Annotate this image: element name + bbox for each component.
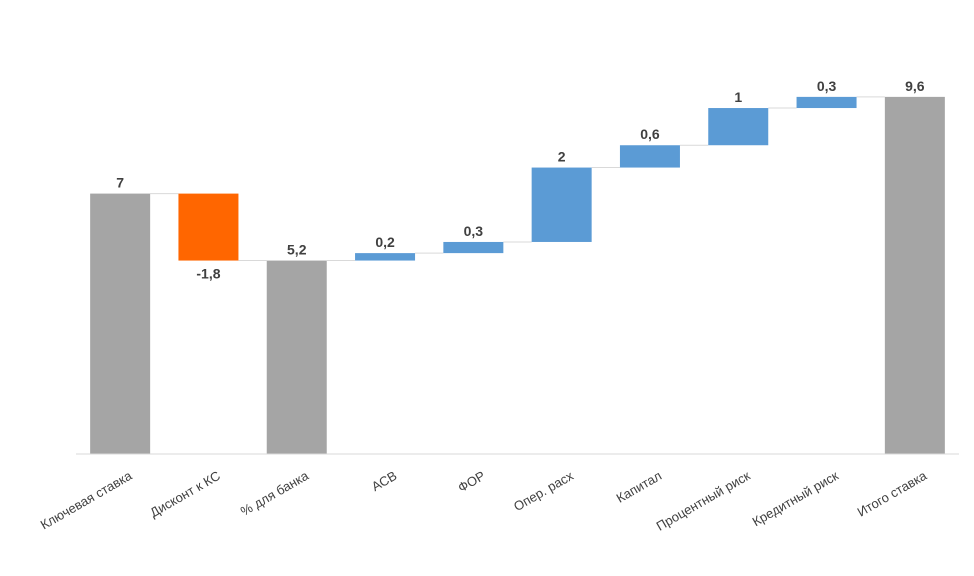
- bar-total: [266, 260, 327, 454]
- bar-increase: [355, 253, 416, 261]
- data-label: 0,2: [375, 234, 395, 250]
- data-label: 7: [116, 175, 124, 191]
- bar-increase: [796, 96, 857, 109]
- category-labels: Ключевая ставка Дисконт к КС % для банка АС…: [38, 468, 930, 534]
- data-label: 0,3: [817, 78, 837, 94]
- bar-total: [90, 193, 151, 454]
- category-label: Ключевая ставка: [38, 468, 135, 533]
- data-label: -1,8: [196, 266, 220, 282]
- category-label: Кредитный риск: [750, 468, 841, 529]
- category-label: Процентный риск: [654, 468, 753, 534]
- bar-increase: [443, 241, 504, 254]
- bar-total: [884, 96, 945, 454]
- bar-increase: [619, 145, 680, 168]
- data-label: 2: [558, 149, 566, 165]
- bar-decrease: [178, 193, 239, 261]
- value-labels: 7 -1,8 5,2 0,2 0,3 2 0,6 1 0,3 9,6: [116, 78, 925, 282]
- category-label: Капитал: [614, 468, 665, 506]
- category-label: АСВ: [369, 468, 399, 494]
- bar-increase: [708, 108, 769, 146]
- category-label: ФОР: [455, 468, 487, 495]
- category-label: Опер. расх: [511, 468, 576, 514]
- bar-increase: [531, 167, 592, 242]
- category-label: Дисконт к КС: [147, 468, 222, 520]
- data-label: 9,6: [905, 78, 925, 94]
- data-label: 0,6: [640, 126, 660, 142]
- data-label: 5,2: [287, 242, 307, 258]
- data-label: 0,3: [464, 223, 484, 239]
- connector-lines: [150, 96, 885, 262]
- data-label: 1: [734, 89, 742, 105]
- category-label: Итого ставка: [855, 468, 930, 520]
- category-label: % для банка: [238, 468, 312, 519]
- bars: [90, 96, 945, 454]
